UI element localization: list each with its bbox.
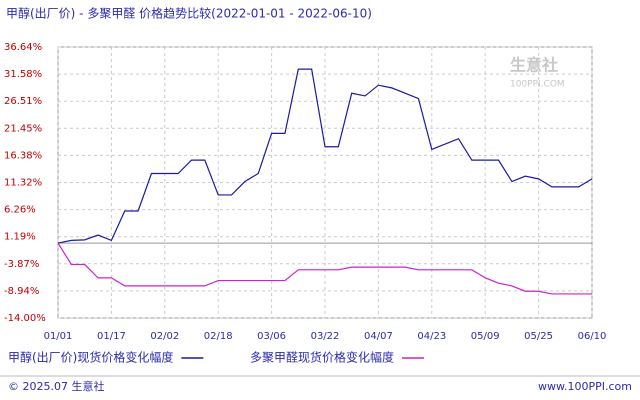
y-tick-label: 21.45% bbox=[4, 123, 42, 134]
watermark-sub: 100PPI.COM bbox=[510, 80, 565, 90]
x-tick-label: 04/23 bbox=[417, 331, 446, 342]
legend-label: 甲醇(出厂价)现货价格变化幅度 bbox=[8, 350, 173, 365]
x-tick-label: 02/02 bbox=[150, 331, 179, 342]
x-tick-label: 04/07 bbox=[364, 331, 393, 342]
y-tick-label: 6.26% bbox=[4, 205, 36, 216]
series-line bbox=[57, 68, 593, 244]
footer-right: www.100PPI.com bbox=[538, 380, 632, 393]
x-tick-label: 03/06 bbox=[257, 331, 286, 342]
y-tick-label: 1.19% bbox=[4, 232, 36, 243]
x-tick-label: 05/25 bbox=[524, 331, 553, 342]
chart-title: 甲醇(出厂价) - 多聚甲醛 价格趋势比较(2022-01-01 - 2022-… bbox=[6, 6, 372, 21]
y-tick-label: 16.38% bbox=[4, 150, 42, 161]
x-tick-label: 06/10 bbox=[578, 331, 607, 342]
y-tick-label: -8.94% bbox=[4, 286, 39, 297]
y-tick-label: 31.58% bbox=[4, 69, 42, 80]
legend-label: 多聚甲醛现货价格变化幅度 bbox=[250, 350, 394, 365]
x-tick-label: 03/22 bbox=[311, 331, 340, 342]
y-tick-label: -14.00% bbox=[4, 313, 46, 324]
y-tick-label: 36.64% bbox=[4, 42, 42, 53]
footer-left: © 2025.07 生意社 bbox=[8, 379, 104, 393]
x-tick-label: 01/01 bbox=[44, 331, 73, 342]
x-tick-label: 01/17 bbox=[97, 331, 126, 342]
watermark: 生意社 bbox=[510, 56, 558, 75]
y-tick-label: 11.32% bbox=[4, 178, 42, 189]
x-tick-label: 02/18 bbox=[204, 331, 233, 342]
x-tick-label: 05/09 bbox=[471, 331, 500, 342]
y-tick-label: -3.87% bbox=[4, 259, 39, 270]
series-line bbox=[57, 242, 592, 295]
y-tick-label: 26.51% bbox=[4, 96, 42, 107]
